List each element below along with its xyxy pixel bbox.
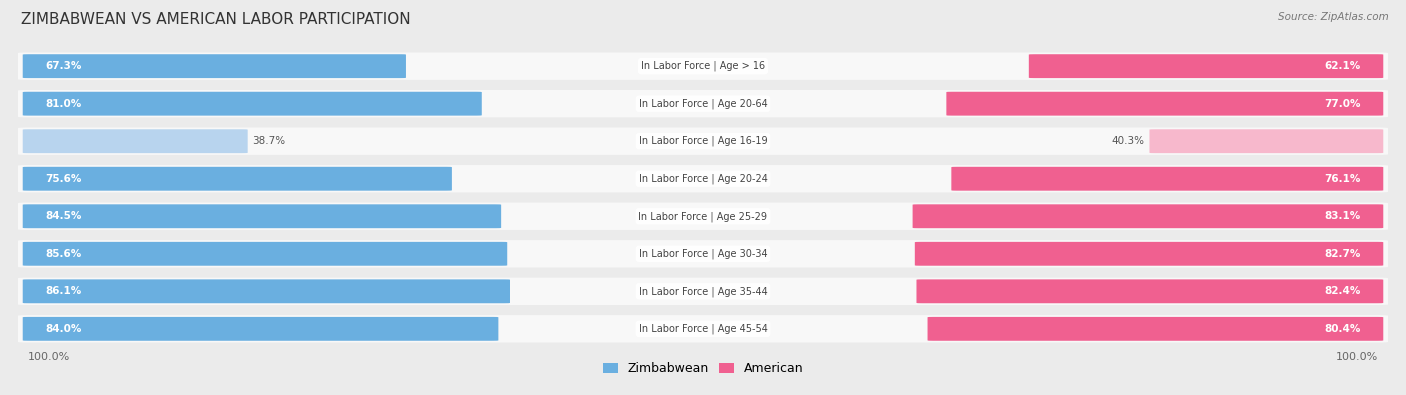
Text: In Labor Force | Age 30-34: In Labor Force | Age 30-34: [638, 248, 768, 259]
Text: 75.6%: 75.6%: [45, 174, 82, 184]
Text: In Labor Force | Age 20-24: In Labor Force | Age 20-24: [638, 173, 768, 184]
FancyBboxPatch shape: [1029, 54, 1384, 78]
Text: 82.4%: 82.4%: [1324, 286, 1361, 296]
Text: Source: ZipAtlas.com: Source: ZipAtlas.com: [1278, 12, 1389, 22]
FancyBboxPatch shape: [22, 92, 482, 116]
Text: 62.1%: 62.1%: [1324, 61, 1361, 71]
Text: 100.0%: 100.0%: [1336, 352, 1378, 362]
FancyBboxPatch shape: [928, 317, 1384, 341]
FancyBboxPatch shape: [22, 204, 501, 228]
Text: In Labor Force | Age 25-29: In Labor Force | Age 25-29: [638, 211, 768, 222]
FancyBboxPatch shape: [18, 278, 1388, 305]
Text: ZIMBABWEAN VS AMERICAN LABOR PARTICIPATION: ZIMBABWEAN VS AMERICAN LABOR PARTICIPATI…: [21, 12, 411, 27]
Text: In Labor Force | Age 16-19: In Labor Force | Age 16-19: [638, 136, 768, 147]
Text: 85.6%: 85.6%: [45, 249, 82, 259]
FancyBboxPatch shape: [22, 54, 406, 78]
Text: 84.0%: 84.0%: [45, 324, 82, 334]
Text: 67.3%: 67.3%: [45, 61, 82, 71]
Text: 100.0%: 100.0%: [28, 352, 70, 362]
Text: 82.7%: 82.7%: [1324, 249, 1361, 259]
Text: In Labor Force | Age 35-44: In Labor Force | Age 35-44: [638, 286, 768, 297]
FancyBboxPatch shape: [22, 317, 498, 341]
Text: In Labor Force | Age 20-64: In Labor Force | Age 20-64: [638, 98, 768, 109]
FancyBboxPatch shape: [18, 53, 1388, 80]
Text: 38.7%: 38.7%: [253, 136, 285, 146]
Text: In Labor Force | Age > 16: In Labor Force | Age > 16: [641, 61, 765, 71]
Text: 84.5%: 84.5%: [45, 211, 82, 221]
Legend: Zimbabwean, American: Zimbabwean, American: [598, 357, 808, 380]
Text: 76.1%: 76.1%: [1324, 174, 1361, 184]
FancyBboxPatch shape: [1150, 129, 1384, 153]
Text: 80.4%: 80.4%: [1324, 324, 1361, 334]
FancyBboxPatch shape: [18, 240, 1388, 267]
Text: 81.0%: 81.0%: [45, 99, 82, 109]
FancyBboxPatch shape: [912, 204, 1384, 228]
FancyBboxPatch shape: [18, 90, 1388, 117]
FancyBboxPatch shape: [952, 167, 1384, 191]
Text: 83.1%: 83.1%: [1324, 211, 1361, 221]
FancyBboxPatch shape: [915, 242, 1384, 266]
FancyBboxPatch shape: [18, 315, 1388, 342]
FancyBboxPatch shape: [22, 129, 247, 153]
FancyBboxPatch shape: [22, 279, 510, 303]
FancyBboxPatch shape: [18, 203, 1388, 230]
Text: 77.0%: 77.0%: [1324, 99, 1361, 109]
FancyBboxPatch shape: [18, 165, 1388, 192]
FancyBboxPatch shape: [22, 167, 451, 191]
Text: 40.3%: 40.3%: [1112, 136, 1144, 146]
FancyBboxPatch shape: [917, 279, 1384, 303]
Text: In Labor Force | Age 45-54: In Labor Force | Age 45-54: [638, 324, 768, 334]
FancyBboxPatch shape: [946, 92, 1384, 116]
FancyBboxPatch shape: [18, 128, 1388, 155]
FancyBboxPatch shape: [22, 242, 508, 266]
Text: 86.1%: 86.1%: [45, 286, 82, 296]
